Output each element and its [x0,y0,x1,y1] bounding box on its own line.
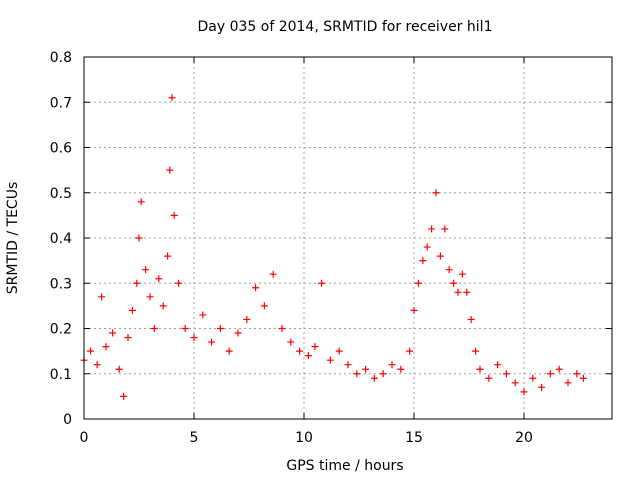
data-point [445,266,453,274]
data-point [529,374,537,382]
data-point [190,334,198,342]
data-point [463,288,471,296]
data-point [335,347,343,355]
data-point [555,365,563,373]
data-point [397,365,405,373]
x-tick-label: 20 [515,430,533,446]
data-point [243,315,251,323]
data-point [93,361,101,369]
data-point [133,279,141,287]
data-point [170,211,178,219]
data-point [485,374,493,382]
data-point [208,338,216,346]
data-point [419,257,427,265]
data-point [87,347,95,355]
data-point [379,370,387,378]
data-point [181,325,189,332]
data-point [124,334,132,342]
plot-frame [83,56,613,420]
data-point [142,266,150,274]
data-point [287,338,295,346]
data-point [234,329,242,337]
y-axis-label: SRMTID / TECUs [5,182,21,295]
data-point [476,365,484,373]
data-point [546,370,554,378]
data-point [436,252,444,260]
data-point [216,325,224,332]
data-point [155,275,163,283]
data-point [410,306,418,314]
data-point [458,270,466,278]
data-point [318,279,326,287]
y-tick-label: 0.1 [50,367,72,383]
data-point [454,288,462,296]
data-point [159,302,167,310]
data-point [520,388,528,396]
data-point [344,361,352,369]
data-point [467,315,475,323]
data-point [538,383,546,391]
data-point [150,325,158,332]
data-point [109,329,117,337]
data-point [137,198,145,206]
data-point [166,166,174,174]
data-point [428,225,436,233]
data-point [199,311,207,319]
data-point [388,361,396,369]
data-point [135,234,143,242]
data-point [406,347,414,355]
grid-lines [84,57,612,419]
y-tick-label: 0.7 [50,95,72,111]
data-point [494,361,502,369]
data-point [164,252,172,260]
data-point [502,370,510,378]
y-tick-label: 0.2 [50,322,72,338]
data-point [304,352,312,360]
data-point [432,189,440,197]
data-point [423,243,431,251]
axis-ticks: 0 0.1 0.2 0.3 0.4 0.5 0.6 0.7 0.8 0 5 10 15 20 [50,50,612,446]
data-point [564,379,572,387]
data-point [225,347,233,355]
data-point [252,284,260,292]
data-point [573,370,581,378]
data-point [146,293,154,301]
x-tick-label: 0 [80,430,89,446]
y-tick-label: 0.6 [50,141,72,157]
data-point [269,270,277,278]
y-tick-label: 0.8 [50,50,72,66]
data-point [115,365,123,373]
y-tick-label: 0.4 [50,231,72,247]
y-tick-label: 0 [63,412,72,428]
data-point [98,293,106,301]
data-point [472,347,480,355]
y-tick-label: 0.5 [50,186,72,202]
data-point [579,374,587,382]
data-point [370,374,378,382]
data-point [102,343,110,351]
data-point [260,302,268,310]
chart-title: Day 035 of 2014, SRMTID for receiver hil… [198,19,493,35]
data-point [175,279,183,287]
data-point [311,343,319,351]
x-tick-label: 10 [295,430,313,446]
data-point [120,392,128,400]
x-tick-label: 5 [190,430,199,446]
x-tick-label: 15 [405,430,423,446]
data-points [80,94,587,400]
data-point [168,94,176,102]
data-point [278,325,286,332]
data-point [414,279,422,287]
x-axis-label: GPS time / hours [286,458,403,474]
data-point [362,365,370,373]
data-point [441,225,449,233]
data-point [128,306,136,314]
y-tick-label: 0.3 [50,276,72,292]
data-point [326,356,334,364]
data-point [511,379,519,387]
data-point [353,370,361,378]
data-point [450,279,458,287]
data-point [296,347,304,355]
